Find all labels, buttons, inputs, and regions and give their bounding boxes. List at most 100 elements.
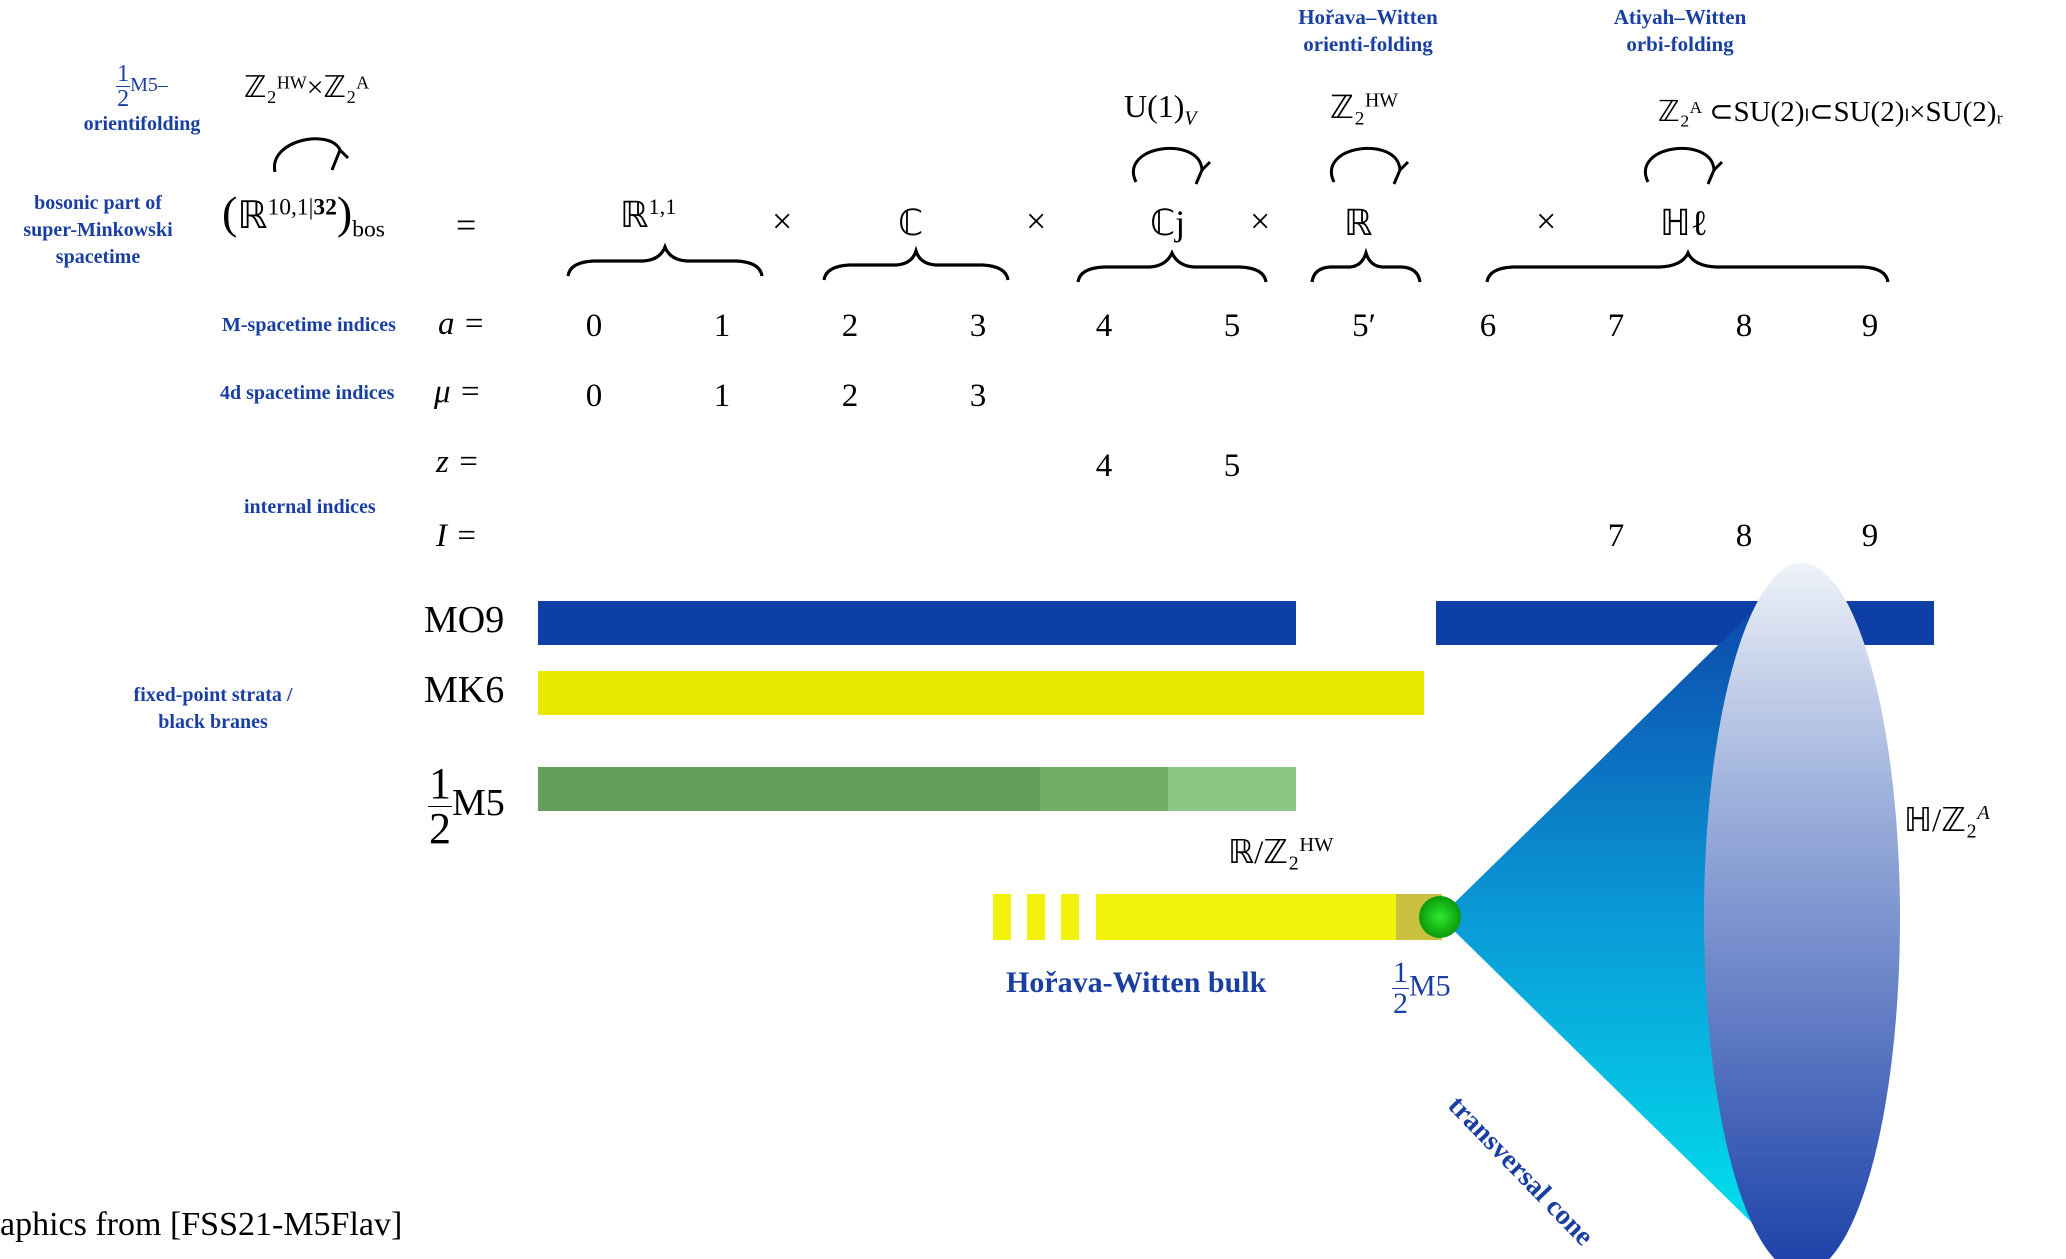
action-arrows <box>273 137 1724 185</box>
action-arrow-u1v <box>1132 147 1212 185</box>
h-mod-z2a-label: ℍ/ℤ₂A <box>1904 800 1990 840</box>
group-z2hw: ℤ₂HW <box>1330 88 1398 126</box>
action-arrow-aw <box>1644 147 1724 185</box>
underbraces <box>566 242 1890 283</box>
mk6-label: MK6 <box>424 669 505 711</box>
row-a-symbol: a = <box>438 306 486 342</box>
half-frac-num: 1 <box>116 61 131 87</box>
lhs-superspace: (ℝ10,1|32)bos <box>222 186 385 244</box>
factor-r11-r: ℝ <box>620 195 649 235</box>
hw-dash-2 <box>1027 894 1045 940</box>
half-m5-dash: M5– <box>130 74 168 97</box>
bosonic-part-label: bosonic part of super-Minkowski spacetim… <box>8 190 188 271</box>
hw-dash-3 <box>1061 894 1079 940</box>
half-m5-dot <box>1419 896 1461 938</box>
m-spacetime-indices-label: M-spacetime indices <box>222 314 396 336</box>
I-index-8: 8 <box>1735 518 1753 554</box>
half-frac-den: 2 <box>117 86 130 112</box>
credit-text: aphics from [FSS21-M5Flav] <box>0 1206 403 1243</box>
aw-orbifolding-line1: Atiyah–Witten <box>1613 5 1747 29</box>
I-index-7: 7 <box>1607 518 1625 554</box>
a-index-8: 8 <box>1735 308 1753 344</box>
h-mod-z2a-ellipse <box>1704 563 1900 1259</box>
mu-index-0: 0 <box>585 378 603 414</box>
mo9-label: MO9 <box>424 599 505 641</box>
underbrace-cj <box>1076 249 1268 283</box>
group-z2hw-sup: HW <box>1364 89 1399 112</box>
factor-c: ℂ <box>898 203 924 243</box>
r-mod-z2hw-sup: HW <box>1299 834 1334 856</box>
a-index-9: 9 <box>1861 308 1879 344</box>
row-I-symbol: I = <box>436 518 478 554</box>
h-mod-z2a-text: ℍ/ℤ₂ <box>1904 803 1978 839</box>
action-arrow-z2hw <box>1330 147 1410 185</box>
row-mu-symbol: μ = <box>434 374 482 410</box>
factor-r11-sup: 1,1 <box>648 194 677 219</box>
a-index-6: 6 <box>1479 308 1497 344</box>
lhs-R: ℝ <box>237 195 268 237</box>
a-index-4: 4 <box>1095 308 1113 344</box>
a-index-2: 2 <box>841 308 859 344</box>
underbrace-r <box>1310 247 1422 283</box>
lhs-open-paren: ( <box>222 187 238 238</box>
half-m5-label: 1 2 M5 <box>428 762 505 851</box>
factor-cj: ℂj <box>1150 203 1186 243</box>
h-mod-z2a-sup: A <box>1977 802 1990 824</box>
internal-indices-label: internal indices <box>244 496 376 518</box>
half-m5-orientifolding-line1: 1 2 M5– <box>62 62 222 111</box>
r-mod-z2hw-text: ℝ/ℤ₂ <box>1228 835 1300 871</box>
z-index-5: 5 <box>1223 448 1241 484</box>
half-m5-small-num: 1 <box>1392 956 1409 989</box>
a-index-5: 5 <box>1223 308 1241 344</box>
bosonic-line2: super-Minkowski <box>23 219 173 241</box>
lhs-sup-bold: 32 <box>313 194 337 221</box>
half-m5-orientifolding-label: 1 2 M5– orientifolding <box>62 62 222 138</box>
group-u1v-sub: V <box>1184 107 1197 130</box>
bosonic-line1: bosonic part of <box>34 192 162 214</box>
factor-r: ℝ <box>1344 203 1373 243</box>
a-index-3: 3 <box>969 308 987 344</box>
half-m5-orientifolding-line2: orientifolding <box>83 113 201 135</box>
half-m5-text: M5 <box>452 782 505 825</box>
underbrace-hl <box>1485 249 1890 283</box>
half-m5-bar-light <box>1168 767 1296 811</box>
times-3: × <box>1250 201 1271 241</box>
times-4: × <box>1536 201 1557 241</box>
half-m5-small-label: 1 2 M5 <box>1392 958 1451 1019</box>
mu-index-2: 2 <box>841 378 859 414</box>
mo9-bar-left <box>538 601 1296 645</box>
hw-orientifolding-label: Hořava–Witten orienti-folding <box>1286 4 1450 58</box>
aw-orbifolding-line2: orbi-folding <box>1626 32 1734 56</box>
lhs-close-paren: ) <box>336 187 353 238</box>
fixed-point-strata-label: fixed-point strata / black branes <box>118 682 308 736</box>
times-1: × <box>772 201 793 241</box>
underbrace-r11 <box>566 242 764 277</box>
a-index-5prime: 5′ <box>1352 308 1376 344</box>
a-index-7: 7 <box>1607 308 1625 344</box>
half-m5-bar-mid <box>1040 767 1168 811</box>
group-aw: ℤ₂ᴬ ⊂SU(2)ₗ⊂SU(2)ₗ×SU(2)ᵣ <box>1658 96 2004 128</box>
underbrace-c <box>822 245 1010 281</box>
a-index-1: 1 <box>713 308 731 344</box>
half-m5-small-den: 2 <box>1393 987 1408 1020</box>
hw-bulk-label: Hořava-Witten bulk <box>1006 966 1267 999</box>
a-index-0: 0 <box>585 308 603 344</box>
r-mod-z2hw-label: ℝ/ℤ₂HW <box>1228 832 1333 872</box>
strata-label-line2: black branes <box>158 711 268 733</box>
factor-r11: ℝ1,1 <box>620 194 676 236</box>
z-index-4: 4 <box>1095 448 1113 484</box>
hw-bulk-bar <box>1096 894 1396 940</box>
times-2: × <box>1026 201 1047 241</box>
row-z-symbol: z = <box>436 444 480 480</box>
mu-index-1: 1 <box>713 378 731 414</box>
mk6-bar <box>538 671 1424 715</box>
mu-index-3: 3 <box>969 378 987 414</box>
group-u1v: U(1)V <box>1124 88 1197 130</box>
group-u1v-text: U(1) <box>1124 88 1185 124</box>
transversal-cone <box>1440 565 1800 1259</box>
hw-dash-1 <box>993 894 1011 940</box>
hw-orientifolding-line1: Hořava–Witten <box>1298 5 1438 29</box>
strata-label-line1: fixed-point strata / <box>133 684 293 706</box>
bosonic-line3: spacetime <box>55 246 141 268</box>
lhs-sub: bos <box>352 216 385 243</box>
